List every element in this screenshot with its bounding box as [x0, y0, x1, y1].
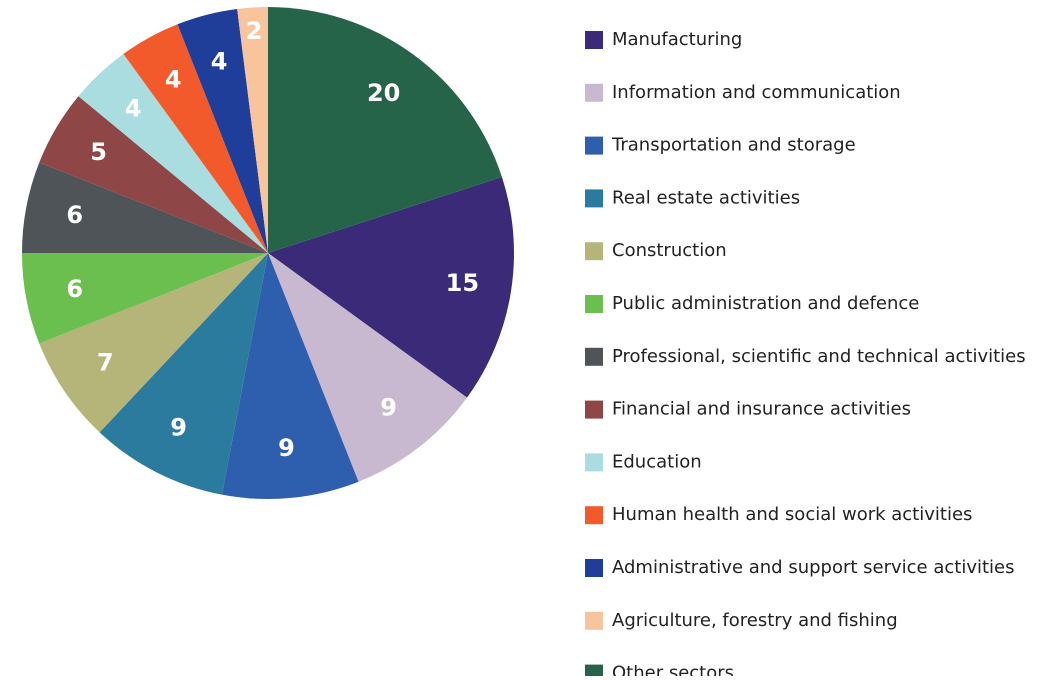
legend-label: Real estate activities — [612, 187, 800, 208]
pie-slice — [177, 8, 268, 253]
slice-label: 7 — [97, 349, 114, 377]
legend-label: Information and communication — [612, 82, 901, 103]
legend-swatch — [585, 83, 603, 102]
pie-slice — [39, 96, 268, 253]
legend-label: Public administration and defence — [612, 293, 919, 314]
legend-label: Manufacturing — [612, 29, 742, 50]
slice-label: 4 — [165, 66, 182, 94]
legend-swatch — [585, 453, 603, 472]
slice-label: 9 — [380, 394, 397, 422]
pie-slice — [78, 53, 269, 254]
legend-label: Administrative and support service activ… — [612, 557, 1015, 578]
slice-label: 4 — [211, 47, 228, 75]
pie-slice — [22, 162, 268, 253]
pie-slice — [221, 253, 359, 499]
pie-slice — [237, 7, 268, 253]
slice-label: 6 — [66, 275, 83, 303]
pie-slice — [22, 253, 268, 344]
slice-label: 9 — [278, 434, 295, 462]
legend-swatch — [585, 506, 603, 525]
legend-swatch — [585, 189, 603, 208]
legend-swatch — [585, 400, 603, 419]
legend-label: Construction — [612, 240, 727, 261]
pie-slice — [123, 24, 268, 254]
legend-swatch — [585, 664, 603, 680]
slice-label: 9 — [170, 413, 187, 441]
pie-slice — [99, 253, 268, 495]
legend-swatch — [585, 136, 603, 155]
slice-label: 5 — [90, 138, 107, 166]
legend-label: Human health and social work activities — [612, 504, 972, 525]
legend-swatch — [585, 295, 603, 313]
slice-label: 15 — [446, 269, 479, 297]
legend-swatch — [585, 611, 603, 630]
legend-swatch — [585, 347, 603, 366]
slice-label: 2 — [246, 17, 263, 45]
pie-slice — [268, 176, 514, 398]
slice-label: 20 — [367, 79, 400, 107]
legend-label: Education — [612, 451, 702, 472]
legend-swatch — [585, 559, 603, 577]
legend-label: Financial and insurance activities — [612, 399, 911, 420]
legend-label: Agriculture, forestry and fishing — [612, 610, 898, 631]
legend-swatch — [585, 242, 603, 261]
pie-slice — [268, 7, 502, 253]
pie-slice — [268, 253, 468, 482]
legend-label: Other sectors — [612, 663, 734, 676]
legend-label: Transportation and storage — [611, 135, 856, 156]
pie-slice — [39, 253, 268, 433]
slice-label: 6 — [66, 201, 83, 229]
legend-label: Professional, scientific and technical a… — [612, 346, 1026, 367]
legend-swatch — [585, 31, 603, 49]
slice-label: 4 — [125, 95, 142, 123]
